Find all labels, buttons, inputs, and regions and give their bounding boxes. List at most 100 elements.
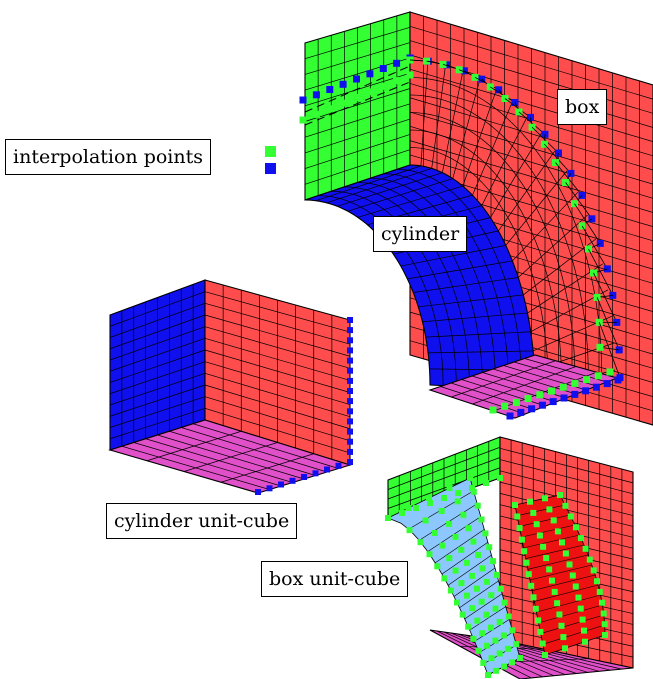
blue-marker <box>347 388 353 394</box>
cyl-cube-red-face-grid-line <box>204 326 351 369</box>
green-marker <box>575 594 582 601</box>
cyl-cube-blue-face-grid-line <box>109 384 206 417</box>
green-marker <box>596 588 603 595</box>
dashed-link <box>304 81 411 126</box>
green-marker <box>474 502 481 509</box>
green-marker <box>458 580 465 587</box>
green-marker <box>431 530 438 536</box>
blue-marker <box>538 401 546 409</box>
zigzag-link <box>544 143 572 174</box>
box-arc-line <box>409 112 576 381</box>
green-marker <box>536 391 544 399</box>
blue-marker <box>289 477 296 484</box>
blue-marker <box>347 367 353 374</box>
green-marker <box>562 550 569 557</box>
green-marker <box>523 559 530 566</box>
green-marker <box>454 498 461 505</box>
box-cube-interior-grid-line <box>469 606 506 631</box>
box-magenta-face-grid-line <box>472 366 577 405</box>
blue-marker <box>347 317 353 323</box>
green-marker <box>586 556 593 563</box>
green-marker <box>577 605 584 612</box>
green-marker <box>446 485 453 491</box>
blue-marker <box>347 398 353 405</box>
green-marker <box>455 490 461 496</box>
green-marker <box>489 406 497 414</box>
blue-marker <box>560 394 568 402</box>
green-marker <box>537 628 544 635</box>
green-marker <box>366 88 374 96</box>
green-marker <box>485 672 491 678</box>
green-marker <box>581 627 587 634</box>
blue-marker <box>511 99 519 106</box>
zigzag-link <box>588 248 614 296</box>
cyl-cube-red-face-grid-line <box>204 384 351 430</box>
green-marker <box>539 640 546 647</box>
cyl-cube-blue-face-grid-line <box>109 338 206 372</box>
cyl-cube-red-face-grid-line <box>204 302 351 345</box>
green-marker <box>460 511 467 518</box>
blue-marker <box>324 466 330 473</box>
box-cube-interior-grid-line <box>453 567 496 597</box>
green-marker <box>556 611 563 618</box>
green-marker <box>399 510 405 516</box>
blue-marker <box>555 149 562 157</box>
cyl-cube-blue-face-grid-line <box>109 408 206 440</box>
green-marker <box>558 622 565 629</box>
cyl-cube-magenta-face-grid-line <box>220 453 314 483</box>
green-marker <box>569 572 576 579</box>
green-marker <box>469 605 476 612</box>
green-marker <box>470 635 477 642</box>
green-marker <box>501 663 507 670</box>
blue-marker <box>582 387 590 395</box>
cyl-cube-red-face-grid-line <box>204 337 351 381</box>
blue-marker <box>347 347 353 354</box>
blue-marker <box>517 408 525 416</box>
blue-marker <box>393 59 401 67</box>
cyl-cube-blue-face-grid-line <box>109 291 206 327</box>
box-cube-red-face-grid-line <box>499 481 634 516</box>
cyl-cube-blue-face-grid-line <box>109 396 206 428</box>
box-green-face-grid-line <box>304 26 411 60</box>
green-marker <box>600 610 607 617</box>
green-marker <box>454 599 460 606</box>
box-cube-interior-grid-line <box>517 504 566 517</box>
cyl-cube-red-face-grid-line <box>204 407 351 454</box>
blue-marker <box>347 448 353 455</box>
blue-marker <box>353 75 360 83</box>
legend-green-swatch <box>265 146 276 157</box>
blue-marker <box>366 70 374 78</box>
green-marker <box>478 598 485 605</box>
green-marker <box>566 561 573 568</box>
box-green-face-grid-line <box>304 134 411 169</box>
box-green-face-grid-line <box>304 103 411 138</box>
green-marker <box>524 395 532 403</box>
zigzag-link <box>518 111 546 135</box>
box-green-face-grid-line <box>304 88 411 122</box>
blue-marker <box>588 215 596 223</box>
blue-marker <box>347 337 353 344</box>
green-marker <box>551 588 558 595</box>
interpolation-point-markers <box>255 54 624 678</box>
green-marker <box>496 650 503 657</box>
green-marker <box>483 578 490 585</box>
cyl-cube-red-face-grid-line <box>204 314 351 357</box>
box-unit-cube <box>387 436 634 679</box>
green-marker <box>514 513 521 520</box>
blue-marker <box>347 459 353 465</box>
box-cube-interior-grid-line <box>529 564 592 581</box>
green-marker <box>475 647 482 654</box>
green-marker <box>594 578 600 585</box>
blue-marker <box>326 86 334 93</box>
blue-marker <box>592 383 600 391</box>
box-red-face-grid-line <box>409 68 653 143</box>
green-marker <box>452 567 459 574</box>
box-magenta-face-grid-line <box>451 360 556 398</box>
interpolation-points-label: interpolation points <box>5 139 212 175</box>
box-cube-red-face-grid-line <box>499 470 634 506</box>
cyl-cube-blue-face-grid-line <box>109 326 206 361</box>
green-marker <box>470 538 477 545</box>
green-marker <box>353 94 360 101</box>
green-marker <box>602 632 608 638</box>
box-red-face-grid-line <box>409 125 653 199</box>
